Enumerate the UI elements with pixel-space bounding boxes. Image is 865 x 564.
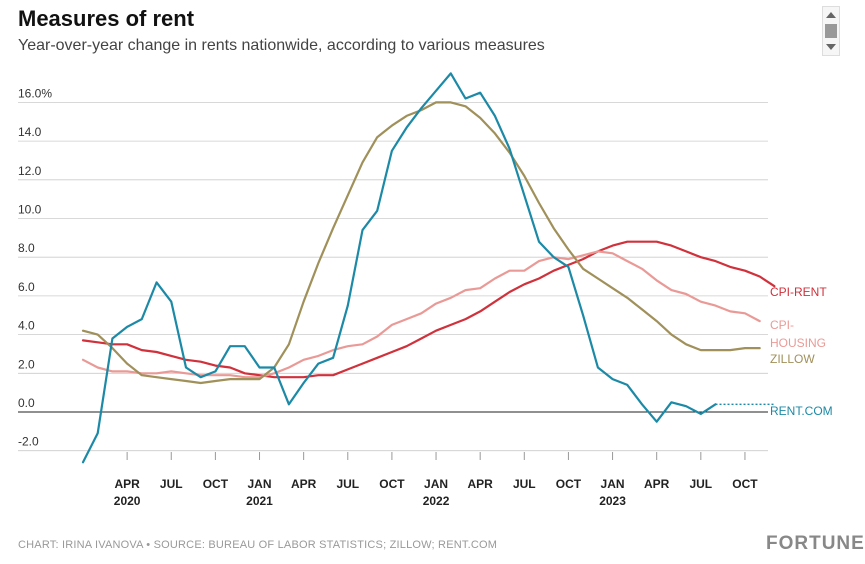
x-tick-year-label: 2021 xyxy=(246,494,273,508)
fortune-logo: FORTUNE xyxy=(766,533,865,554)
x-tick-label: JUL xyxy=(513,477,536,491)
x-tick-label: JAN xyxy=(248,477,272,491)
x-axis-ticks: APR 2020 JUL OCT JAN 2021 APR JUL OCT JAN 2022 APR J… xyxy=(114,452,758,508)
scroll-down-arrow-icon[interactable] xyxy=(826,44,836,50)
x-tick-label: JAN xyxy=(424,477,448,491)
series-label-rent_com: RENT.COM xyxy=(770,404,833,418)
series-label-cpi_housing: CPI- xyxy=(770,318,794,332)
series-labels: CPI-RENT CPI- HOUSING ZILLOW RENT.COM xyxy=(770,285,833,418)
x-tick-year-label: 2023 xyxy=(599,494,626,508)
x-tick-label: JUL xyxy=(689,477,712,491)
scroll-thumb[interactable] xyxy=(825,24,837,38)
series-label-cpi_housing: HOUSING xyxy=(770,336,826,350)
y-tick-label: 12.0 xyxy=(18,164,42,178)
x-tick-label: JAN xyxy=(601,477,625,491)
x-tick-year-label: 2020 xyxy=(114,494,141,508)
y-axis-ticks: 16.0% 14.0 12.0 10.0 8.0 6.0 4.0 2.0 0.0 -2.0 xyxy=(18,86,52,448)
series-line-cpi_rent xyxy=(81,240,776,379)
chart-credit: CHART: IRINA IVANOVA • SOURCE: BUREAU OF… xyxy=(18,539,498,551)
chart-subtitle: Year-over-year change in rents nationwid… xyxy=(18,37,545,54)
y-tick-label: 10.0 xyxy=(18,203,42,217)
series-label-cpi_rent: CPI-RENT xyxy=(770,285,827,299)
y-tick-label: -2.0 xyxy=(18,435,39,449)
gridlines xyxy=(18,102,768,452)
x-tick-label: OCT xyxy=(379,477,405,491)
x-tick-label: APR xyxy=(291,477,317,491)
x-tick-year-label: 2022 xyxy=(423,494,450,508)
y-tick-label: 16.0% xyxy=(18,86,52,100)
chart-title: Measures of rent xyxy=(18,6,195,31)
scrollbar[interactable] xyxy=(822,6,840,56)
x-tick-label: APR xyxy=(644,477,670,491)
y-tick-label: 0.0 xyxy=(18,396,35,410)
y-tick-label: 6.0 xyxy=(18,280,35,294)
scroll-up-arrow-icon[interactable] xyxy=(826,12,836,18)
x-tick-label: APR xyxy=(114,477,140,491)
x-tick-label: JUL xyxy=(160,477,183,491)
x-tick-label: OCT xyxy=(203,477,229,491)
y-tick-label: 8.0 xyxy=(18,241,35,255)
y-tick-label: 2.0 xyxy=(18,357,35,371)
x-tick-label: JUL xyxy=(336,477,359,491)
line-chart: 16.0% 14.0 12.0 10.0 8.0 6.0 4.0 2.0 0.0 -2.0 APR… xyxy=(18,72,833,508)
y-tick-label: 14.0 xyxy=(18,125,42,139)
series-line-zillow xyxy=(81,101,761,385)
x-tick-label: OCT xyxy=(556,477,582,491)
x-tick-label: APR xyxy=(467,477,493,491)
x-tick-label: OCT xyxy=(732,477,758,491)
series-label-zillow: ZILLOW xyxy=(770,352,815,366)
series-line-rent_com xyxy=(81,72,717,464)
series-lines xyxy=(81,72,776,464)
y-tick-label: 4.0 xyxy=(18,319,35,333)
